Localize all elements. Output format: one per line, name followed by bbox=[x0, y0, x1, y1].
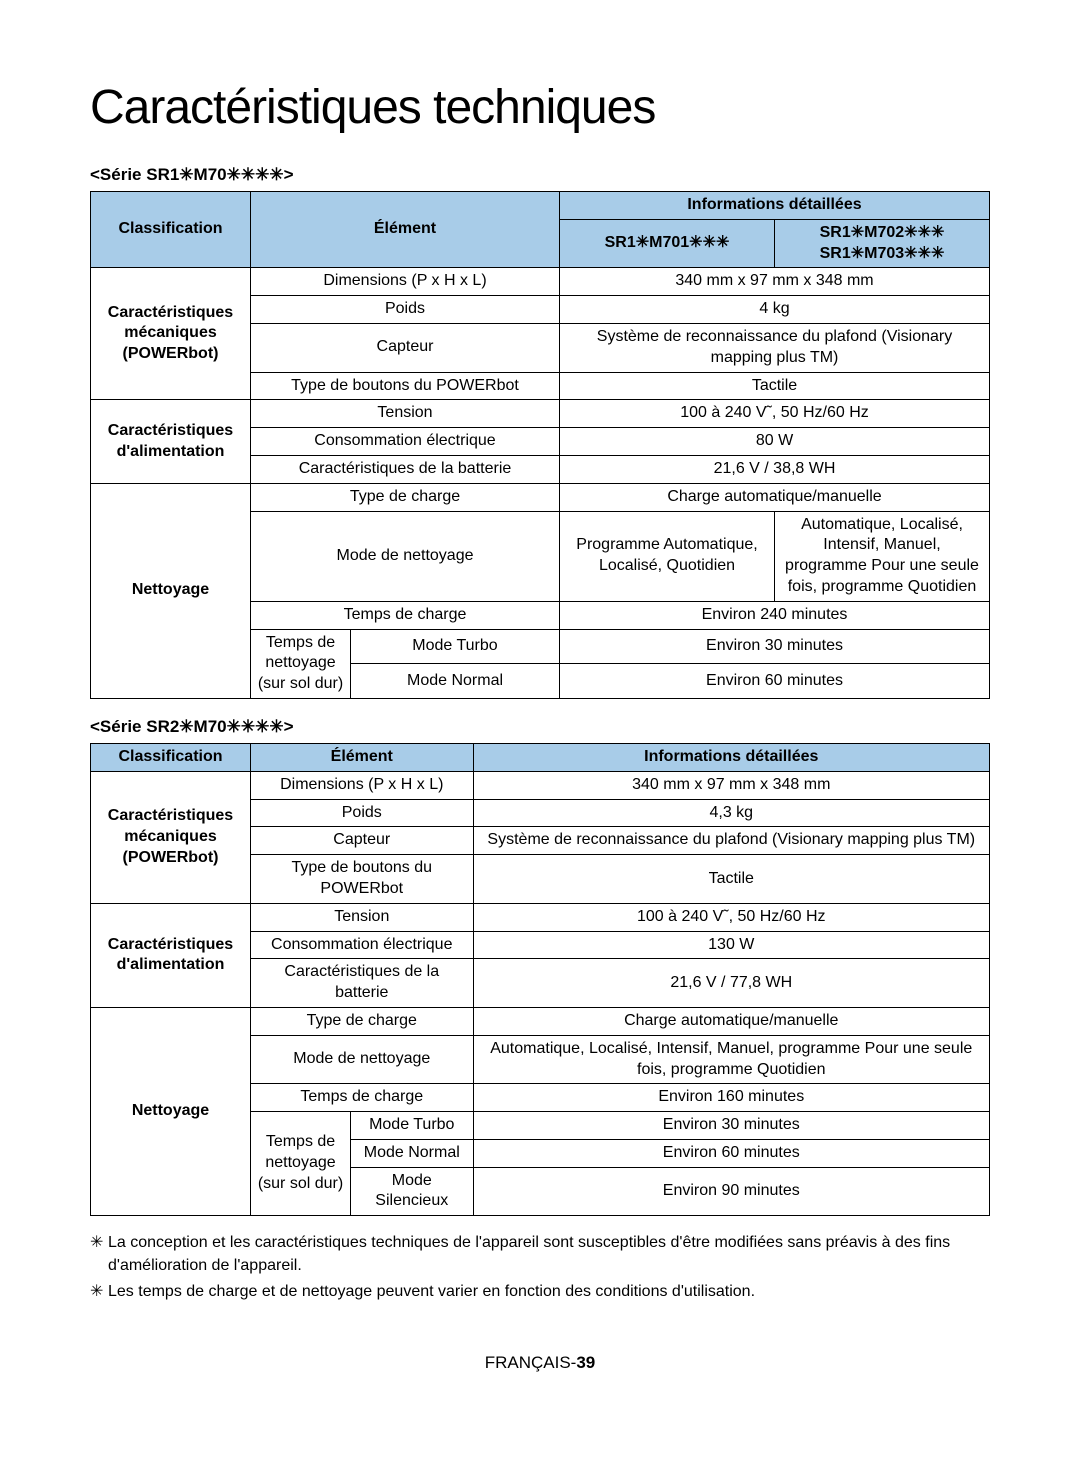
cell-label: Caractéristiques de la batterie bbox=[251, 455, 560, 483]
footnote-text: La conception et les caractéristiques te… bbox=[108, 1232, 990, 1277]
cell-label: Mode de nettoyage bbox=[251, 511, 560, 601]
cell-value: 4 kg bbox=[560, 296, 990, 324]
cell-value: Système de reconnaissance du plafond (Vi… bbox=[473, 827, 989, 855]
cell-value: 340 mm x 97 mm x 348 mm bbox=[560, 268, 990, 296]
table-row: Nettoyage Type de charge Charge automati… bbox=[91, 483, 990, 511]
cell-value: 21,6 V / 38,8 WH bbox=[560, 455, 990, 483]
cell-label: Consommation électrique bbox=[251, 931, 474, 959]
cell-label: Tension bbox=[251, 400, 560, 428]
hdr-col-a: SR1✳M701✳✳✳ bbox=[560, 219, 775, 268]
cell-value: Programme Automatique, Localisé, Quotidi… bbox=[560, 511, 775, 601]
page-title: Caractéristiques techniques bbox=[90, 80, 990, 135]
cell-label: Type de boutons du POWERbot bbox=[251, 372, 560, 400]
cell-label: Mode Normal bbox=[351, 1139, 474, 1167]
cell-label: Temps de charge bbox=[251, 1084, 474, 1112]
cell-label: Type de charge bbox=[251, 483, 560, 511]
series1-label: <Série SR1✳M70✳✳✳✳> bbox=[90, 165, 990, 185]
cell-label: Mode Silencieux bbox=[351, 1167, 474, 1216]
table-row: Caractéristiques d'alimentation Tension … bbox=[91, 903, 990, 931]
cell-value: Environ 30 minutes bbox=[473, 1112, 989, 1140]
footnotes: ✳ La conception et les caractéristiques … bbox=[90, 1232, 990, 1303]
group-cleaning: Nettoyage bbox=[91, 1007, 251, 1215]
cell-value: 21,6 V / 77,8 WH bbox=[473, 959, 989, 1008]
cell-label: Mode Normal bbox=[351, 664, 560, 699]
cell-value: 4,3 kg bbox=[473, 799, 989, 827]
series2-table: Classification Élément Informations déta… bbox=[90, 743, 990, 1216]
cell-label: Capteur bbox=[251, 827, 474, 855]
hdr-details: Informations détaillées bbox=[560, 192, 990, 220]
cell-value: Tactile bbox=[473, 855, 989, 904]
hdr-classification: Classification bbox=[91, 743, 251, 771]
cell-value: Environ 30 minutes bbox=[560, 629, 990, 664]
footnote-1: ✳ La conception et les caractéristiques … bbox=[90, 1232, 990, 1277]
hdr-element: Élément bbox=[251, 192, 560, 268]
hdr-col-b: SR1✳M702✳✳✳ SR1✳M703✳✳✳ bbox=[775, 219, 990, 268]
hdr-classification: Classification bbox=[91, 192, 251, 268]
cell-value: Environ 60 minutes bbox=[473, 1139, 989, 1167]
series2-label: <Série SR2✳M70✳✳✳✳> bbox=[90, 717, 990, 737]
cell-value: 100 à 240 V˜, 50 Hz/60 Hz bbox=[560, 400, 990, 428]
page-footer: FRANÇAIS-39 bbox=[90, 1353, 990, 1373]
group-power: Caractéristiques d'alimentation bbox=[91, 903, 251, 1007]
footer-page-number: 39 bbox=[576, 1353, 595, 1372]
hdr-details: Informations détaillées bbox=[473, 743, 989, 771]
table-row: Classification Élément Informations déta… bbox=[91, 743, 990, 771]
cell-label: Tension bbox=[251, 903, 474, 931]
cell-label: Mode de nettoyage bbox=[251, 1035, 474, 1084]
cell-label: Type de charge bbox=[251, 1007, 474, 1035]
cell-value: Charge automatique/manuelle bbox=[560, 483, 990, 511]
subgroup-cleantime: Temps de nettoyage (sur sol dur) bbox=[251, 1112, 351, 1216]
table-row: Classification Élément Informations déta… bbox=[91, 192, 990, 220]
cell-value: 130 W bbox=[473, 931, 989, 959]
footnote-text: Les temps de charge et de nettoyage peuv… bbox=[108, 1281, 990, 1303]
cell-label: Dimensions (P x H x L) bbox=[251, 771, 474, 799]
cell-value: 100 à 240 V˜, 50 Hz/60 Hz bbox=[473, 903, 989, 931]
table-row: Caractéristiques mécaniques (POWERbot) D… bbox=[91, 268, 990, 296]
group-mech: Caractéristiques mécaniques (POWERbot) bbox=[91, 771, 251, 903]
cell-value: Environ 240 minutes bbox=[560, 601, 990, 629]
table-row: Caractéristiques d'alimentation Tension … bbox=[91, 400, 990, 428]
cell-value: Charge automatique/manuelle bbox=[473, 1007, 989, 1035]
subgroup-cleantime: Temps de nettoyage (sur sol dur) bbox=[251, 629, 351, 698]
group-cleaning: Nettoyage bbox=[91, 483, 251, 698]
cell-label: Type de boutons du POWERbot bbox=[251, 855, 474, 904]
cell-label: Capteur bbox=[251, 323, 560, 372]
cell-value: Système de reconnaissance du plafond (Vi… bbox=[560, 323, 990, 372]
cell-value: Environ 160 minutes bbox=[473, 1084, 989, 1112]
cell-value: 80 W bbox=[560, 428, 990, 456]
footer-lang: FRANÇAIS- bbox=[485, 1353, 577, 1372]
cell-label: Mode Turbo bbox=[351, 629, 560, 664]
cell-label: Poids bbox=[251, 296, 560, 324]
footnote-2: ✳ Les temps de charge et de nettoyage pe… bbox=[90, 1281, 990, 1303]
series1-table: Classification Élément Informations déta… bbox=[90, 191, 990, 699]
cell-label: Temps de charge bbox=[251, 601, 560, 629]
hdr-element: Élément bbox=[251, 743, 474, 771]
cell-label: Dimensions (P x H x L) bbox=[251, 268, 560, 296]
table-row: Nettoyage Type de charge Charge automati… bbox=[91, 1007, 990, 1035]
cell-label: Caractéristiques de la batterie bbox=[251, 959, 474, 1008]
group-power: Caractéristiques d'alimentation bbox=[91, 400, 251, 483]
cell-label: Poids bbox=[251, 799, 474, 827]
cell-value: 340 mm x 97 mm x 348 mm bbox=[473, 771, 989, 799]
cell-value: Environ 60 minutes bbox=[560, 664, 990, 699]
cell-label: Mode Turbo bbox=[351, 1112, 474, 1140]
cell-value: Automatique, Localisé, Intensif, Manuel,… bbox=[473, 1035, 989, 1084]
cell-value: Automatique, Localisé, Intensif, Manuel,… bbox=[775, 511, 990, 601]
footnote-mark-icon: ✳ bbox=[90, 1232, 108, 1277]
cell-label: Consommation électrique bbox=[251, 428, 560, 456]
footnote-mark-icon: ✳ bbox=[90, 1281, 108, 1303]
table-row: Caractéristiques mécaniques (POWERbot) D… bbox=[91, 771, 990, 799]
group-mech: Caractéristiques mécaniques (POWERbot) bbox=[91, 268, 251, 400]
cell-value: Environ 90 minutes bbox=[473, 1167, 989, 1216]
cell-value: Tactile bbox=[560, 372, 990, 400]
